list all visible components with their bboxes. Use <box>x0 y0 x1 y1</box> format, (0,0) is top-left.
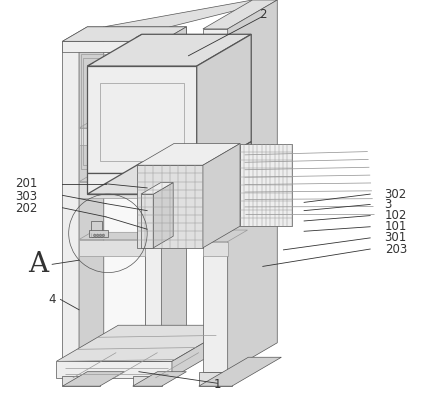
Polygon shape <box>145 41 162 372</box>
Text: 4: 4 <box>48 293 56 306</box>
Text: 3: 3 <box>385 198 392 211</box>
Polygon shape <box>199 372 232 386</box>
Polygon shape <box>197 34 251 173</box>
Polygon shape <box>153 183 173 248</box>
Polygon shape <box>141 194 153 248</box>
Polygon shape <box>79 121 157 128</box>
Polygon shape <box>205 37 225 359</box>
Polygon shape <box>133 376 162 386</box>
Polygon shape <box>203 77 248 89</box>
Polygon shape <box>79 27 104 372</box>
Polygon shape <box>203 144 240 248</box>
Text: A: A <box>27 251 48 278</box>
Polygon shape <box>62 41 162 52</box>
Polygon shape <box>62 347 187 361</box>
Text: 303: 303 <box>16 190 38 203</box>
Polygon shape <box>62 41 79 372</box>
Text: 201: 201 <box>16 177 38 190</box>
Polygon shape <box>79 182 145 198</box>
Text: 301: 301 <box>385 231 407 244</box>
Polygon shape <box>87 66 197 173</box>
Polygon shape <box>79 232 157 240</box>
Circle shape <box>99 234 102 237</box>
Polygon shape <box>203 119 248 130</box>
Polygon shape <box>62 372 124 386</box>
Polygon shape <box>133 372 187 386</box>
Polygon shape <box>87 173 197 194</box>
Polygon shape <box>203 184 228 198</box>
Polygon shape <box>203 0 277 29</box>
Polygon shape <box>104 0 277 27</box>
Circle shape <box>102 234 105 237</box>
Polygon shape <box>62 376 100 386</box>
Polygon shape <box>79 128 145 145</box>
Polygon shape <box>162 27 187 372</box>
Polygon shape <box>62 27 104 41</box>
Polygon shape <box>137 144 240 165</box>
Polygon shape <box>79 174 157 182</box>
Polygon shape <box>87 34 251 66</box>
Polygon shape <box>62 27 187 41</box>
Polygon shape <box>203 172 248 184</box>
Text: 202: 202 <box>16 202 38 215</box>
Text: 101: 101 <box>385 220 407 233</box>
Polygon shape <box>240 144 291 226</box>
Polygon shape <box>203 230 248 242</box>
Polygon shape <box>56 361 172 378</box>
Text: 1: 1 <box>214 377 221 391</box>
Circle shape <box>93 234 96 237</box>
Polygon shape <box>203 130 228 145</box>
Text: 203: 203 <box>385 242 407 256</box>
Text: 102: 102 <box>385 209 407 222</box>
Polygon shape <box>141 183 173 194</box>
Polygon shape <box>56 325 234 361</box>
Polygon shape <box>79 52 145 361</box>
Polygon shape <box>203 89 228 103</box>
Polygon shape <box>199 357 281 386</box>
Polygon shape <box>137 165 203 248</box>
Polygon shape <box>197 142 251 194</box>
Polygon shape <box>172 325 234 378</box>
Polygon shape <box>91 221 102 237</box>
Polygon shape <box>89 230 108 237</box>
Polygon shape <box>87 162 251 194</box>
Polygon shape <box>79 240 145 256</box>
Polygon shape <box>228 0 277 372</box>
Circle shape <box>97 234 99 237</box>
Polygon shape <box>145 27 187 41</box>
Polygon shape <box>62 361 162 372</box>
Text: 2: 2 <box>259 8 267 21</box>
Polygon shape <box>203 242 228 256</box>
Polygon shape <box>162 347 187 372</box>
Polygon shape <box>162 27 187 52</box>
Polygon shape <box>203 29 228 372</box>
Text: 302: 302 <box>385 188 407 201</box>
